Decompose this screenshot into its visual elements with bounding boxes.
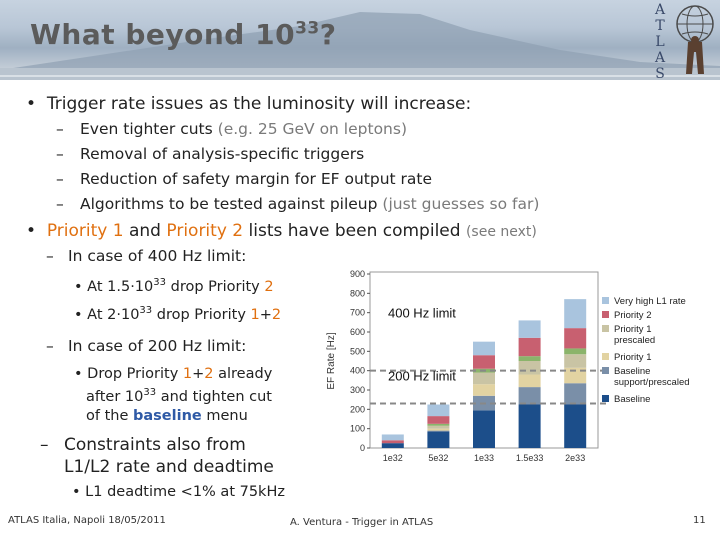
legend-swatch [602,311,609,318]
bar-segment [564,328,587,349]
bar-segment [473,372,495,385]
bullet-priority-lists: • Priority 1 and Priority 2 lists have b… [26,221,537,241]
footer-event: ATLAS Italia, Napoli 18/05/2011 [8,515,166,526]
bar-segment [427,430,450,432]
bar-segment [427,428,450,431]
ef-rate-chart-svg: 0 100 200 300 400 500 600 700 800 900 EF Rate [Hz]… [326,269,690,463]
legend-label: Baseline [614,366,650,377]
sub-bullet-400hz: – In case of 400 Hz limit: [46,247,247,265]
bullet-trigger-rate: • Trigger rate issues as the luminosity … [26,94,472,114]
item-drop-priority: • Drop Priority 1+2 already [74,366,273,382]
x-tick-label: 1.5e33 [516,453,544,463]
legend-label: Very high L1 rate [614,296,686,307]
legend-label: prescaled [614,335,655,346]
sub-bullet-algorithms: – Algorithms to be tested against pileup … [56,195,540,213]
bar-segment [473,341,495,356]
footer-author: A. Ventura - Trigger in ATLAS [290,517,434,528]
x-tick-label: 1e33 [474,453,494,463]
y-tick-label: 900 [350,269,365,279]
x-tick-label: 2e33 [565,453,585,463]
limit-label: 200 Hz limit [388,369,456,384]
page-number: 11 [693,515,706,526]
bar-segment [473,384,495,396]
sub-bullet-200hz: – In case of 200 Hz limit: [46,337,247,355]
x-tick-label: 5e32 [428,453,448,463]
y-tick-label: 0 [360,443,365,453]
y-tick-label: 800 [350,288,365,298]
legend-label: Priority 2 [614,310,651,321]
y-tick-label: 600 [350,327,365,337]
bar-segment [427,404,450,417]
item-of-baseline: of the baseline menu [86,408,248,424]
y-tick-label: 200 [350,404,365,414]
bar-segment [518,387,541,405]
volcano-background-image [0,12,720,80]
bar-segment [381,434,404,441]
bar-segment [518,337,541,357]
bar-segment [564,354,587,368]
y-tick-label: 400 [350,366,365,376]
y-tick-label: 300 [350,385,365,395]
sub-bullet-reduction: – Reduction of safety margin for EF outpu… [56,170,433,188]
atlas-globe-icon [676,5,714,74]
bar-segment [381,443,404,448]
header-banner: What beyond 1033? A T L A S [0,0,720,80]
legend-label: Priority 1 [614,352,651,363]
legend-label: Priority 1 [614,324,651,335]
y-tick-label: 500 [350,346,365,356]
bar-segment [564,299,587,329]
bar-segment [473,410,495,448]
item-l1-deadtime: • L1 deadtime <1% at 75kHz [72,484,285,500]
bar-segment [518,404,541,448]
bar-segment [564,383,587,405]
bar-segment [381,440,404,444]
slide-title: What beyond 1033? [30,18,337,51]
bar-segment [564,404,587,448]
legend-swatch [602,325,609,332]
bar-segment [473,355,495,369]
bar-segment [518,320,541,338]
legend-label: support/prescaled [614,377,690,388]
legend-swatch [602,395,609,402]
legend-label: Baseline [614,394,650,405]
limit-label: 400 Hz limit [388,306,456,321]
constraints-line-2: L1/L2 rate and deadtime [64,457,274,477]
sub-bullet-tighter-cuts: – Even tighter cuts (e.g. 25 GeV on lepto… [56,120,407,138]
bar-segment [427,431,450,448]
bar-segment [427,416,450,424]
x-tick-label: 1e32 [383,453,403,463]
y-tick-label: 100 [350,424,365,434]
bar-segment [518,374,541,388]
atlas-logo-letters: A T L A S [654,2,666,80]
ef-rate-chart: 0 100 200 300 400 500 600 700 800 900 EF Rate [Hz]… [320,246,718,472]
item-after-1e33: after 1033 and tighten cut [86,387,272,405]
bar-segment [518,356,541,361]
sub-bullet-constraints: – Constraints also from [40,435,246,455]
bullet-dot: • [26,94,47,114]
bar-segment [518,361,541,375]
legend-swatch [602,297,609,304]
y-tick-label: 700 [350,308,365,318]
bar-segment [427,423,450,426]
legend-swatch [602,367,609,374]
item-at-1.5e33: • At 1.5·1033 drop Priority 2 [74,277,274,295]
legend-swatch [602,353,609,360]
y-axis-label: EF Rate [Hz] [326,332,337,389]
bar-segment [427,425,450,429]
bar-segment [564,348,587,355]
item-at-2e33: • At 2·1033 drop Priority 1+2 [74,305,282,323]
sub-bullet-removal: – Removal of analysis-specific triggers [56,145,365,163]
